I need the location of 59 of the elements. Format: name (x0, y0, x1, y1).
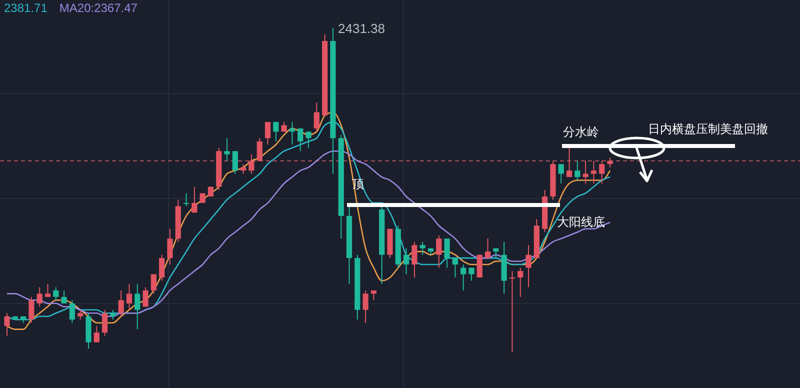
candlestick (192, 186, 198, 214)
candlestick (256, 138, 262, 162)
candlestick (183, 192, 190, 207)
candlestick (248, 154, 254, 174)
candlestick (599, 160, 605, 184)
candlestick (412, 241, 418, 278)
candlestick (167, 228, 173, 266)
candlestick (264, 121, 271, 146)
candlestick (403, 248, 410, 275)
candlestick (134, 283, 140, 330)
candlestick (150, 274, 156, 294)
candlestick (509, 270, 516, 352)
candlestick (4, 312, 10, 336)
candlestick (566, 147, 572, 178)
candlestick (159, 254, 165, 282)
candlestick (273, 121, 279, 142)
candlestick (61, 290, 67, 304)
candlestick (28, 296, 34, 324)
candlestick (558, 164, 564, 184)
candlestick (53, 286, 59, 301)
candlestick (126, 283, 132, 310)
candlestick (607, 157, 613, 168)
candlestick (460, 264, 466, 291)
candlestick (200, 192, 206, 204)
annotation: 大阳线底 (557, 215, 605, 229)
candlestick (590, 160, 597, 184)
text: 日内横盘压制美盘回撤 (648, 122, 768, 136)
candlestick (518, 267, 524, 298)
candlestick (582, 160, 588, 184)
candlestick (306, 131, 312, 148)
candlestick (452, 258, 458, 278)
candlestick (468, 267, 474, 282)
candlestick (362, 290, 368, 324)
candlestick (94, 326, 100, 343)
candlestick (574, 160, 580, 181)
candlestick (444, 238, 450, 268)
text: MA20:2367.47 (59, 1, 138, 15)
annotation: 分水岭 (563, 125, 599, 139)
candlestick (420, 241, 426, 256)
candlestick (224, 138, 230, 162)
candlestick (526, 244, 532, 288)
candlestick (484, 238, 491, 259)
candlestick (36, 286, 42, 308)
candlestick (78, 309, 84, 320)
candlestick (118, 290, 124, 317)
candlestick (289, 121, 296, 146)
candlestick (44, 283, 51, 298)
candlestick (436, 234, 442, 268)
candlestick (110, 309, 116, 320)
text: 2381.71 (4, 1, 48, 15)
candlestick (298, 128, 304, 152)
candlestick (232, 150, 238, 174)
candlestick (314, 102, 320, 132)
candlestick (102, 309, 108, 336)
candlestick (142, 286, 148, 308)
candlestick (240, 164, 246, 174)
candlestick (69, 300, 75, 324)
annotation: 2431.38 (338, 21, 385, 36)
candlestick (476, 254, 482, 278)
